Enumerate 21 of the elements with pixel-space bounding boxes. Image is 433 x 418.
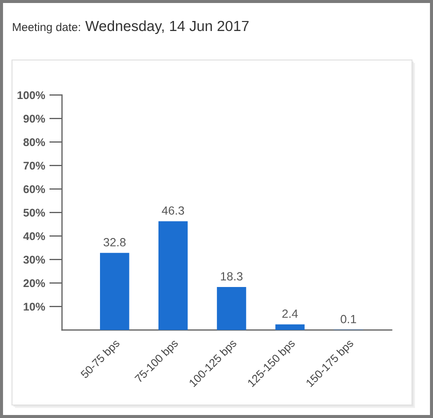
chart-subtitle: Wednesday, 14 Jun 2017	[85, 20, 249, 34]
y-tick-label: 60%	[24, 185, 46, 194]
y-tick-label: 50%	[23, 208, 46, 217]
data-label: 2.4	[282, 310, 298, 318]
bar	[158, 221, 188, 330]
y-tick-label: 20%	[23, 279, 46, 288]
y-tick-label: 90%	[23, 114, 46, 123]
data-label: 18.3	[220, 272, 242, 280]
data-label: 0.1	[340, 314, 356, 324]
chart-title: Meeting date:	[12, 22, 80, 34]
data-label: 46.3	[162, 206, 184, 215]
y-tick-label: 80%	[23, 138, 46, 146]
y-tick-label: 100%	[18, 91, 46, 100]
y-tick-label: 30%	[23, 256, 46, 264]
y-tick-label: 70%	[24, 162, 46, 170]
y-tick-label: 10%	[24, 302, 46, 311]
bar	[100, 252, 130, 330]
data-label: 32.8	[104, 238, 126, 246]
y-tick-label: 40%	[23, 232, 46, 240]
bar	[275, 324, 305, 330]
bar	[216, 286, 246, 330]
